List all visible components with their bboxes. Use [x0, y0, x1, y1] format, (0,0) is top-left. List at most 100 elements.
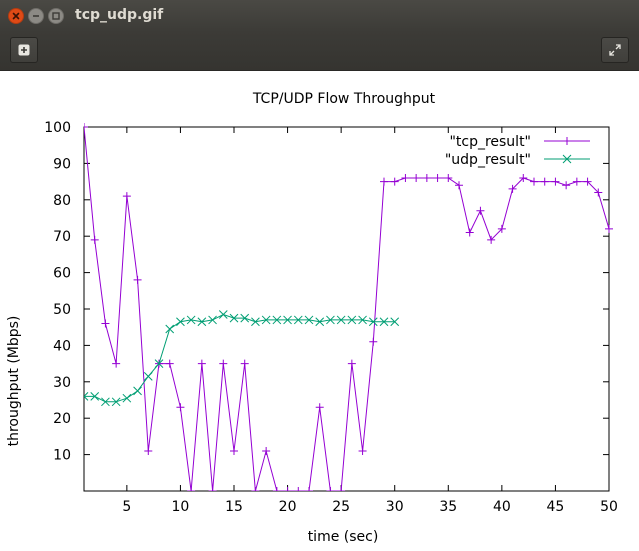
add-icon	[18, 44, 30, 56]
data-point-0	[112, 359, 121, 368]
data-point-0	[90, 235, 99, 244]
data-point-0	[272, 487, 281, 491]
data-point-0	[433, 173, 442, 182]
series-line-0	[84, 126, 610, 491]
minimize-button[interactable]	[28, 8, 44, 24]
throughput-chart: TCP/UDP Flow Throughput time (sec) throu…	[6, 91, 618, 545]
data-point-0	[530, 177, 538, 186]
data-point-1	[90, 392, 100, 401]
x-tick-label: 25	[332, 499, 350, 515]
data-point-0	[390, 177, 399, 186]
close-icon	[12, 12, 20, 20]
legend-label: "tcp_result"	[449, 134, 531, 150]
data-point-0	[176, 403, 185, 412]
data-point-0	[487, 235, 496, 244]
maximize-icon	[52, 12, 60, 20]
data-point-0	[305, 487, 313, 491]
data-point-1	[336, 315, 346, 325]
close-button[interactable]	[8, 8, 24, 24]
chart-title: TCP/UDP Flow Throughput	[252, 91, 436, 107]
y-tick-label: 80	[53, 193, 71, 209]
data-point-1	[315, 317, 325, 327]
data-point-0	[605, 224, 613, 233]
data-point-1	[111, 397, 121, 407]
data-point-1	[165, 324, 175, 334]
data-point-0	[594, 188, 603, 197]
data-point-0	[101, 319, 110, 328]
data-point-0	[230, 446, 238, 455]
data-point-0	[283, 487, 292, 491]
data-point-0	[519, 173, 528, 182]
data-point-0	[347, 359, 356, 368]
data-point-0	[476, 206, 485, 215]
data-point-1	[326, 315, 335, 325]
y-tick-label: 100	[44, 120, 71, 136]
data-point-1	[283, 315, 292, 325]
data-point-1	[304, 315, 314, 325]
series-line-1	[84, 313, 395, 403]
data-point-0	[508, 184, 517, 193]
y-tick-label: 30	[53, 375, 71, 391]
data-point-0	[219, 359, 228, 368]
series-1	[84, 310, 400, 407]
data-point-1	[208, 315, 217, 325]
data-point-0	[369, 337, 378, 346]
y-axis-label: throughput (Mbps)	[6, 316, 22, 447]
data-point-0	[358, 446, 367, 455]
maximize-button[interactable]	[48, 8, 64, 24]
series-0	[84, 123, 613, 491]
data-point-1	[218, 310, 228, 319]
data-point-1	[186, 315, 196, 325]
data-point-0	[540, 177, 549, 186]
data-point-0	[144, 446, 153, 455]
data-point-1	[261, 315, 271, 325]
y-tick-label: 10	[53, 448, 71, 464]
data-point-1	[133, 386, 142, 396]
data-point-0	[262, 446, 271, 455]
data-point-0	[133, 275, 142, 284]
plot-area: 5 10 15 20 25 30 35 40 45 50 10 20 30 40 50 60 70 80 90 100	[44, 120, 618, 515]
fullscreen-button[interactable]	[601, 37, 629, 63]
data-point-0	[380, 177, 388, 186]
add-button[interactable]	[10, 37, 38, 63]
data-point-1	[379, 317, 389, 327]
x-tick-label: 45	[547, 499, 565, 515]
data-point-1	[229, 313, 239, 323]
data-point-0	[208, 487, 217, 491]
data-point-1	[197, 317, 207, 327]
data-point-0	[187, 487, 196, 491]
data-point-1	[240, 313, 250, 323]
series-layer	[84, 123, 613, 491]
toolbar	[0, 32, 639, 71]
x-axis-label: time (sec)	[308, 529, 379, 545]
data-point-1	[122, 393, 132, 403]
fullscreen-icon	[609, 44, 621, 56]
data-point-0	[444, 173, 453, 182]
data-point-0	[122, 192, 131, 201]
legend-marker	[562, 154, 572, 164]
data-point-1	[143, 371, 153, 381]
data-point-0	[240, 359, 249, 368]
data-point-1	[347, 315, 357, 325]
data-point-0	[422, 173, 431, 182]
window-title: tcp_udp.gif	[75, 7, 164, 23]
data-point-0	[326, 487, 335, 491]
y-tick-label: 50	[53, 302, 71, 318]
legend-marker	[563, 137, 571, 145]
y-tick-label: 40	[53, 338, 71, 354]
data-point-0	[315, 403, 324, 412]
data-point-0	[551, 177, 560, 186]
data-point-1	[176, 317, 185, 327]
legend: "tcp_result" "udp_result"	[445, 134, 590, 168]
data-point-1	[84, 392, 89, 401]
data-point-0	[497, 224, 506, 233]
data-point-1	[154, 359, 164, 368]
y-tick-label: 60	[53, 266, 71, 282]
data-point-0	[455, 181, 463, 190]
data-point-0	[401, 173, 410, 182]
minimize-icon	[33, 15, 39, 17]
data-point-1	[390, 317, 400, 327]
x-tick-label: 40	[493, 499, 511, 515]
x-tick-label: 20	[279, 499, 297, 515]
y-tick-label: 70	[53, 229, 71, 245]
